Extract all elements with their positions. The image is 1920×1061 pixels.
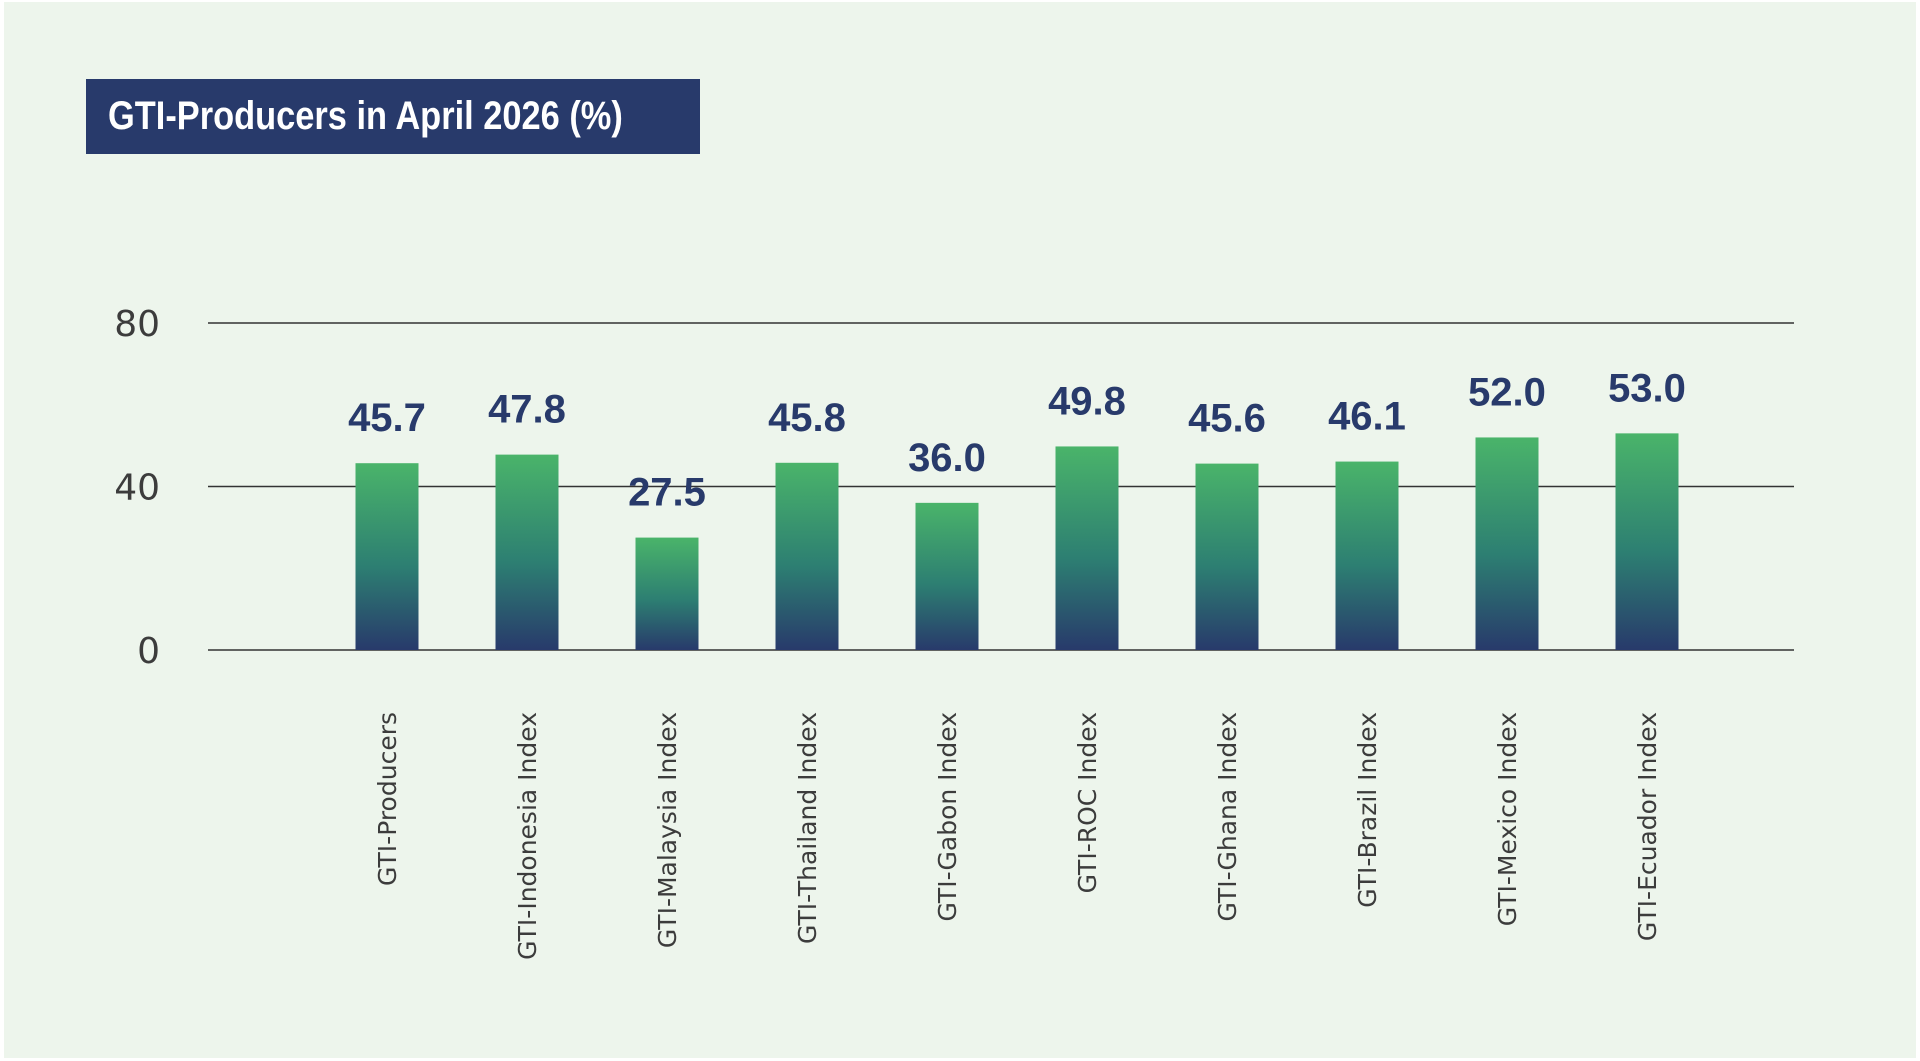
data-value-label: 45.6 xyxy=(1188,397,1266,441)
x-category-label: GTI-Malaysia Index xyxy=(653,712,682,948)
bar xyxy=(1335,461,1399,650)
data-value-label: 52.0 xyxy=(1468,370,1546,414)
bar xyxy=(355,463,419,650)
x-category-label: GTI-Ecuador Index xyxy=(1633,712,1662,941)
value-labels: 45.7 47.8 27.5 45.8 36.0 49.8 45.6 46.1 52.0 53.0 xyxy=(348,366,1686,514)
bar xyxy=(915,502,979,650)
y-axis-ticks: 0 40 80 xyxy=(114,304,160,672)
y-tick-label: 80 xyxy=(114,304,160,345)
bar xyxy=(1055,446,1119,650)
y-tick-label: 0 xyxy=(137,631,160,672)
data-value-label: 36.0 xyxy=(908,436,986,480)
data-value-label: 46.1 xyxy=(1328,395,1406,439)
x-category-label: GTI-Producers xyxy=(373,712,402,886)
x-category-label: GTI-Thailand Index xyxy=(793,712,822,944)
bar xyxy=(635,537,699,650)
bar xyxy=(1195,463,1259,650)
bars xyxy=(355,433,1679,650)
data-value-label: 27.5 xyxy=(628,471,706,515)
data-value-label: 53.0 xyxy=(1608,366,1686,410)
bar xyxy=(495,454,559,650)
bar xyxy=(775,462,839,650)
data-value-label: 49.8 xyxy=(1048,379,1126,423)
bar xyxy=(1615,433,1679,650)
gridlines xyxy=(208,322,1794,651)
x-category-label: GTI-Indonesia Index xyxy=(513,712,542,960)
chart-title: GTI-Producers in April 2026 (%) xyxy=(108,94,623,138)
data-value-label: 47.8 xyxy=(488,388,566,432)
y-tick-label: 40 xyxy=(114,468,160,509)
data-value-label: 45.7 xyxy=(348,396,426,440)
x-category-label: GTI-Gabon Index xyxy=(933,712,962,922)
category-labels: GTI-Producers GTI-Indonesia Index GTI-Mala… xyxy=(373,712,1662,960)
bar xyxy=(1475,437,1539,650)
data-value-label: 45.8 xyxy=(768,396,846,440)
x-category-label: GTI-Mexico Index xyxy=(1493,712,1522,926)
x-category-label: GTI-Ghana Index xyxy=(1213,712,1242,922)
chart-title-box: GTI-Producers in April 2026 (%) xyxy=(86,79,700,154)
x-category-label: GTI-ROC Index xyxy=(1073,712,1102,893)
x-category-label: GTI-Brazil Index xyxy=(1353,712,1382,908)
